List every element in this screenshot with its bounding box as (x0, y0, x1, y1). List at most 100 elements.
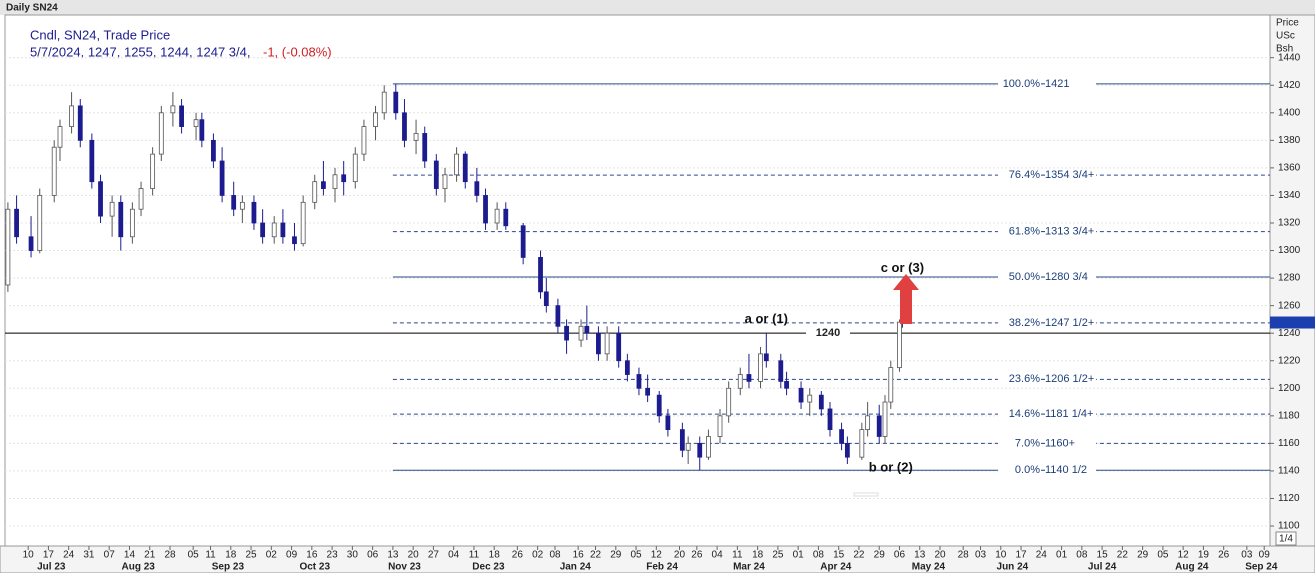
x-tick-label: 02 (532, 550, 544, 561)
month-label: Jul 24 (1088, 562, 1117, 573)
y-tick-label: 1360 (1278, 163, 1301, 174)
candle-body (150, 153, 156, 189)
candle-body (193, 119, 199, 127)
x-tick-label: 03 (1241, 550, 1253, 561)
x-tick-label: 08 (813, 550, 825, 561)
arrow-up (893, 274, 919, 324)
y-tick-label: 1340 (1278, 190, 1301, 201)
x-tick-label: 20 (408, 550, 420, 561)
candle-body (98, 181, 103, 217)
candle-body (352, 153, 358, 183)
fib-label-bg (998, 271, 1096, 284)
x-tick-label: 10 (23, 550, 35, 561)
candle-body (341, 174, 347, 183)
x-tick-label: 04 (448, 550, 460, 561)
x-tick-label: 30 (347, 550, 359, 561)
x-tick-label: 14 (124, 550, 136, 561)
fib-label-bg (998, 169, 1096, 182)
annotation: c or (3) (881, 260, 924, 275)
x-tick-label: 16 (306, 550, 318, 561)
month-label: Jan 24 (560, 562, 592, 573)
x-tick-label: 12 (1178, 550, 1190, 561)
legend-title: Cndl, SN24, Trade Price (30, 27, 170, 42)
x-tick-label: 13 (387, 550, 399, 561)
x-tick-label: 12 (651, 550, 663, 561)
x-tick-label: 08 (549, 550, 561, 561)
x-tick-label: 11 (205, 550, 216, 561)
x-tick-label: 26 (691, 550, 703, 561)
chart-title: Daily SN24 (6, 3, 58, 14)
candle-body (636, 374, 642, 389)
candle-body (199, 119, 205, 141)
month-label: Mar 24 (733, 562, 765, 573)
x-tick-label: 22 (1117, 550, 1129, 561)
candle-body (555, 305, 561, 327)
candle-body (219, 160, 225, 196)
x-tick-label: 27 (428, 550, 440, 561)
page-box[interactable] (1275, 531, 1297, 546)
candle-body (844, 442, 850, 458)
fib-price: 1206 1/2+ (1045, 373, 1094, 385)
fib-pct: 61.8% (1009, 226, 1040, 238)
x-tick-label: 17 (1015, 550, 1027, 561)
y-tick-label: 1100 (1278, 521, 1300, 532)
x-tick-label: 01 (1056, 550, 1068, 561)
x-axis-panel (0, 545, 1315, 573)
fib-price: 1181 1/4+ (1045, 408, 1093, 420)
candle-body (442, 174, 448, 189)
x-tick-label: 26 (512, 550, 524, 561)
y-tick-label: 1220 (1278, 355, 1301, 366)
candle-body (665, 415, 671, 431)
month-label: Jun 24 (997, 562, 1029, 573)
candle-body (260, 222, 266, 238)
candle-body (292, 236, 297, 245)
fib-price: 1280 3/4 (1045, 271, 1088, 283)
x-tick-label: 06 (367, 550, 379, 561)
candle-body (737, 374, 743, 389)
fib-pct: 100.0% (1003, 78, 1041, 90)
candle-body (888, 367, 894, 403)
y-axis-label: USc (1276, 31, 1295, 42)
x-tick-label: 17 (43, 550, 55, 561)
x-tick-label: 06 (894, 550, 906, 561)
candle-body (865, 415, 871, 431)
candle-body (758, 353, 763, 382)
candle-body (596, 332, 601, 355)
y-tick-label: 1420 (1278, 80, 1301, 91)
candle-body (251, 201, 257, 224)
x-tick-label: 18 (489, 550, 501, 561)
candle-body (645, 387, 651, 396)
y-tick-label: 1180 (1278, 410, 1300, 421)
candle-body (179, 105, 184, 127)
candle-body (564, 325, 569, 341)
legend-values: 5/7/2024, 1247, 1255, 1244, 1247 3/4, (30, 44, 250, 59)
candle-body (381, 91, 387, 114)
x-tick-label: 13 (914, 550, 926, 561)
x-tick-label: 21 (144, 550, 156, 561)
candle-body (402, 112, 407, 141)
month-label: Apr 24 (820, 562, 852, 573)
candle-body (393, 91, 399, 114)
candle-body (726, 387, 732, 417)
candle-body (211, 139, 216, 162)
fib-label-bg (998, 408, 1096, 421)
page-label[interactable]: 1/4 (1279, 534, 1293, 545)
candle-body (109, 201, 115, 217)
fib-pct: 23.6% (1009, 373, 1040, 385)
y-tick-label: 1440 (1278, 52, 1301, 63)
candle-body (656, 394, 662, 417)
y-tick-label: 1140 (1278, 466, 1300, 477)
candle-body (89, 139, 95, 183)
fib-label-bg (998, 77, 1096, 90)
x-tick-label: 07 (104, 550, 116, 561)
candle-body (827, 408, 833, 431)
candle-body (685, 442, 691, 451)
month-label: Sep 23 (212, 562, 245, 573)
candle-body (118, 201, 124, 238)
fib-label-bg (998, 464, 1096, 477)
x-tick-label: 20 (674, 550, 686, 561)
candle-body (697, 442, 703, 458)
candle-body (746, 374, 752, 382)
candle-body (312, 181, 318, 203)
x-tick-label: 22 (853, 550, 865, 561)
